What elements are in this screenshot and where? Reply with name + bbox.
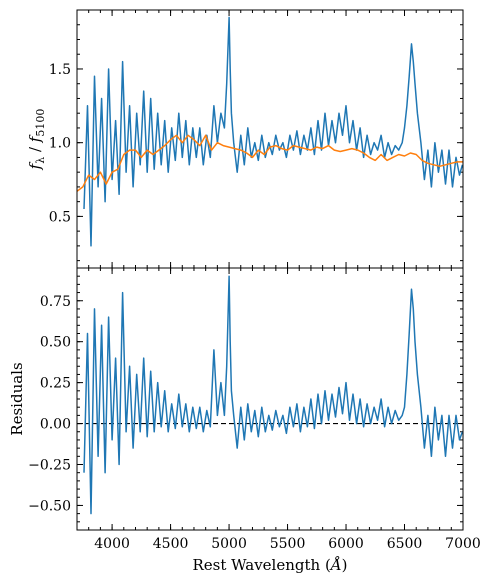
top-series-group (76, 16, 464, 247)
x-tick-label: 7000 (445, 536, 481, 552)
y-tick-label: 0.75 (40, 294, 71, 310)
y-tick-label: −0.25 (28, 458, 71, 474)
bottom-plot-frame (76, 267, 464, 531)
x-tick-label: 6000 (328, 536, 364, 552)
top-ytick-labels: 0.5 1.0 1.5 (49, 62, 71, 225)
y-tick-label: 0.25 (40, 376, 71, 392)
y-tick-label: 0.00 (40, 417, 71, 433)
series-line-model (76, 134, 463, 192)
bottom-series-group (83, 275, 464, 515)
bottom-xtick-labels: 4000 4500 5000 5500 6000 6500 7000 (94, 536, 481, 552)
y-tick-label: 0.50 (40, 335, 71, 351)
x-tick-label: 6500 (387, 536, 423, 552)
bottom-ylabel: Residuals (8, 362, 26, 435)
top-panel: 0.5 1.0 1.5 fλ / f5100 (26, 9, 464, 269)
x-tick-label: 4500 (153, 536, 189, 552)
x-tick-label: 4000 (94, 536, 130, 552)
y-tick-label: 1.0 (49, 136, 71, 152)
x-tick-label: 5000 (211, 536, 247, 552)
x-tick-label: 5500 (270, 536, 306, 552)
bottom-panel: −0.50 −0.25 0.00 0.25 0.50 0.75 4000 4500 5000 5… (8, 267, 481, 574)
y-tick-label: −0.50 (28, 498, 71, 514)
x-axis-label: Rest Wavelength (Å) (192, 556, 347, 574)
series-line-observed (83, 16, 464, 247)
series-line-residuals (83, 275, 464, 515)
y-tick-label: 0.5 (49, 209, 71, 225)
bottom-ytick-labels: −0.50 −0.25 0.00 0.25 0.50 0.75 (28, 294, 71, 515)
y-tick-label: 1.5 (49, 62, 71, 78)
top-ylabel: fλ / f5100 (26, 109, 47, 171)
